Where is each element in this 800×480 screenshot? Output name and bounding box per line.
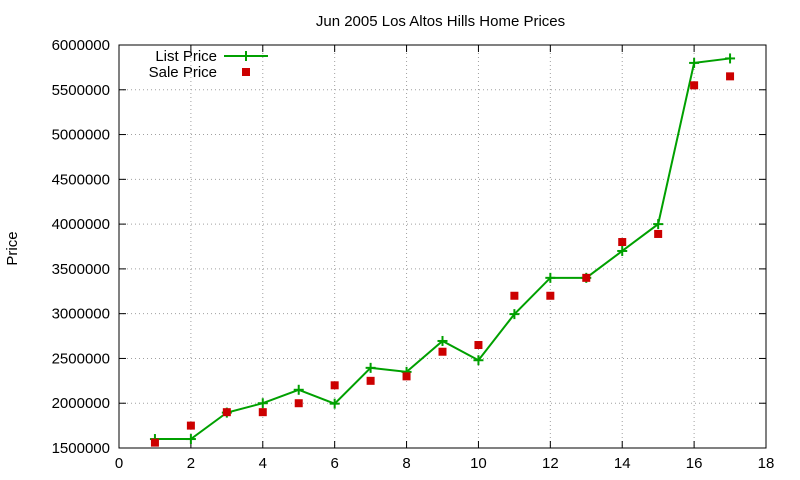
legend-square-sale-price [242,68,250,76]
axis-ticks [118,44,767,449]
sale-price-point [258,408,267,417]
x-tick-label: 12 [542,455,559,472]
y-tick-label: 2500000 [52,350,110,367]
sale-price-point [330,381,339,390]
x-tick-label: 2 [187,455,195,472]
sale-price-point [366,376,375,385]
y-axis-label: Price [4,231,21,265]
sale-price-point [150,438,159,447]
legend: List Price Sale Price [149,48,268,81]
y-tick-label: 5000000 [52,127,110,144]
sale-price-point [510,291,519,300]
grid-lines [119,45,766,448]
sale-price-point [402,372,411,381]
sale-price-point [618,238,627,247]
list-price-point [617,245,628,256]
legend-sample-sale-price [242,68,250,76]
y-tick-label: 4000000 [52,216,110,233]
x-tick-label: 6 [330,455,338,472]
y-tick-label: 6000000 [52,37,110,54]
list-price-line [154,57,731,441]
x-tick-label: 14 [614,455,631,472]
series-sale-price [150,72,735,447]
list-price-point [293,384,304,395]
sale-price-point [546,291,555,300]
x-tick-label: 16 [686,455,703,472]
y-tick-label: 5500000 [52,82,110,99]
sale-price-point [654,229,663,238]
sale-price-point [726,72,735,81]
series-layer [149,53,736,447]
y-tick-label: 4500000 [52,171,110,188]
chart-title: Jun 2005 Los Altos Hills Home Prices [316,13,565,30]
x-tick-label: 0 [115,455,123,472]
sale-price-point [474,341,483,350]
list-price-point [329,398,340,409]
legend-label-list-price: List Price [155,48,217,65]
list-price-point [653,219,664,230]
sale-price-point [186,421,195,430]
sale-price-point [438,347,447,356]
list-price-point [473,355,484,366]
x-tick-label: 4 [259,455,267,472]
list-price-point [257,398,268,409]
x-tick-label: 18 [758,455,775,472]
y-tick-label: 3000000 [52,306,110,323]
legend-label-sale-price: Sale Price [149,64,217,81]
list-price-point [437,335,448,346]
y-tick-label: 2000000 [52,395,110,412]
list-price-point [185,434,196,445]
legend-sample-list-price [224,51,268,61]
sale-price-point [582,273,591,282]
list-price-point [689,57,700,68]
list-price-point [545,272,556,283]
x-tick-label: 10 [470,455,487,472]
x-tick-label: 8 [402,455,410,472]
plot-frame [118,44,767,449]
sale-price-point [222,408,231,417]
y-tick-label: 1500000 [52,440,110,457]
x-axis-tick-labels: 0 2 4 6 8 10 12 14 16 18 [115,455,775,472]
series-list-price [149,53,736,445]
legend-plus-list-price [241,51,251,61]
sale-price-point [690,81,699,90]
list-price-point [365,362,376,373]
sale-price-point [294,399,303,408]
y-tick-label: 3500000 [52,261,110,278]
list-price-point [509,309,520,320]
y-axis-tick-labels: 1500000 2000000 2500000 3000000 3500000 40000… [52,37,110,457]
list-price-point [725,53,736,64]
